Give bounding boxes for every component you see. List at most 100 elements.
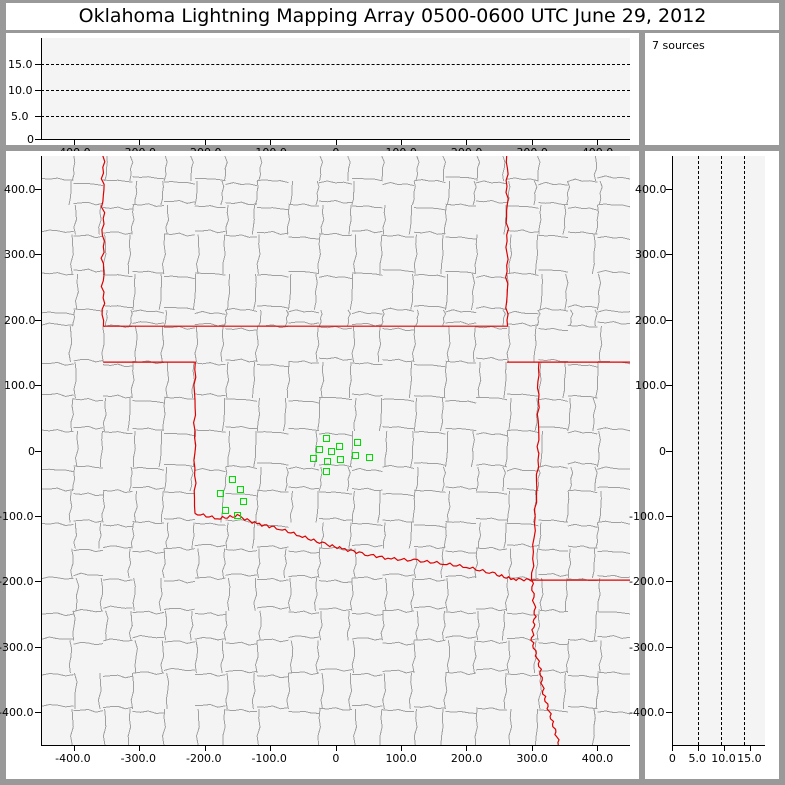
- axis-tick: [666, 319, 673, 321]
- axis-tick: [400, 139, 402, 145]
- axis-tick: [666, 254, 673, 256]
- y-ticklabel: 100.0: [635, 379, 667, 393]
- gridline-x-5: [698, 156, 699, 745]
- axis-tick: [35, 712, 42, 714]
- axis-tick: [139, 139, 141, 145]
- plan-view-plot-area: [41, 156, 630, 745]
- y-ticklabel: 200.0: [635, 313, 667, 327]
- y-ticklabel: 0: [28, 444, 35, 458]
- plan-view-map-panel: -400.0 -300.0 -200.0 -100.0 0 100.0 200.0 300.0…: [0, 151, 639, 779]
- east-west-altitude-panel: -400.0 -300.0 -200.0 -100.0 0 100.0 200.0 300.0…: [629, 151, 779, 779]
- y-ticklabel: 300.0: [635, 248, 667, 262]
- gridline-y-5: [41, 116, 630, 117]
- y-ticklabel: 10.0: [8, 84, 33, 97]
- east-west-plot-area: [672, 156, 765, 745]
- axis-tick: [672, 745, 673, 751]
- county-state-map: [41, 156, 630, 745]
- axis-tick: [697, 745, 699, 751]
- axis-tick: [35, 188, 42, 190]
- axis-tick: [204, 745, 206, 751]
- axis-tick: [73, 745, 75, 751]
- axis-tick: [666, 385, 673, 387]
- y-tick: [35, 139, 42, 140]
- axis-tick: [35, 319, 42, 321]
- x-ticklabel: 15.0: [737, 752, 762, 765]
- y-ticklabel: -400.0: [629, 706, 665, 720]
- y-tick: [35, 116, 42, 117]
- axis-tick: [35, 254, 42, 256]
- source-marker: [222, 507, 230, 515]
- axis-tick: [531, 139, 533, 145]
- title-bar: Oklahoma Lightning Mapping Array 0500-06…: [6, 3, 779, 30]
- source-marker: [316, 445, 324, 453]
- axis-tick: [749, 745, 751, 751]
- axis-tick: [597, 745, 599, 751]
- source-marker: [233, 512, 241, 520]
- page-title: Oklahoma Lightning Mapping Array 0500-06…: [78, 5, 707, 27]
- axis-tick: [531, 745, 533, 751]
- source-marker: [328, 448, 336, 456]
- y-ticklabel: -300.0: [0, 640, 34, 654]
- axis-tick: [723, 745, 725, 751]
- axis-tick: [270, 139, 272, 145]
- x-ticklabel: 200.0: [450, 752, 483, 765]
- source-marker: [310, 454, 318, 462]
- y-ticklabel: 300.0: [4, 248, 36, 262]
- source-marker: [335, 443, 343, 451]
- y-ticklabel: -100.0: [0, 509, 34, 523]
- source-marker: [237, 486, 245, 494]
- axis-tick: [335, 745, 337, 751]
- x-ticklabel: -100.0: [251, 752, 287, 765]
- y-ticklabel: 0: [27, 133, 34, 146]
- gridline-y-10: [41, 90, 630, 91]
- source-marker: [322, 467, 330, 475]
- y-ticklabel: -300.0: [629, 640, 665, 654]
- axis-tick: [666, 646, 673, 648]
- gridline-y-15: [41, 64, 630, 65]
- y-ticklabel: 200.0: [4, 313, 36, 327]
- x-ticklabel: 300.0: [516, 752, 548, 765]
- x-ticklabel: -300.0: [120, 752, 157, 765]
- axis-tick: [270, 745, 272, 751]
- x-ticklabel: 0: [668, 752, 676, 765]
- y-ticklabel: -400.0: [0, 706, 34, 720]
- axis-tick: [597, 139, 599, 145]
- source-marker: [351, 452, 359, 460]
- gridline-x-10: [721, 156, 722, 745]
- y-ticklabel: 15.0: [8, 58, 33, 71]
- axis-tick: [204, 139, 206, 145]
- axis-tick: [335, 139, 337, 145]
- source-count-panel: 7 sources: [645, 33, 779, 145]
- y-ticklabel: -200.0: [629, 575, 665, 589]
- x-ticklabel: -400.0: [55, 752, 91, 765]
- axis-tick: [666, 581, 673, 583]
- axis-tick: [35, 646, 42, 648]
- x-ticklabel: 400.0: [581, 752, 614, 765]
- time-height-panel: 15.0 10.0 5.0 0 -400.0-300.0-200.0-100.0…: [6, 33, 639, 158]
- y-tick: [35, 90, 42, 91]
- x-ticklabel: 5.0: [688, 752, 707, 765]
- alt-x-axis: [672, 745, 765, 746]
- axis-tick: [35, 385, 42, 387]
- axis-tick: [139, 745, 141, 751]
- axis-tick: [35, 581, 42, 583]
- axis-tick: [35, 515, 42, 517]
- x-ticklabel: 0: [332, 752, 340, 765]
- axis-tick: [666, 450, 673, 452]
- y-ticklabel: 400.0: [4, 182, 36, 196]
- axis-tick: [73, 139, 75, 145]
- axis-tick: [466, 139, 468, 145]
- x-ticklabel: 10.0: [711, 752, 736, 765]
- axis-tick: [666, 188, 673, 190]
- y-ticklabel: 400.0: [635, 182, 667, 196]
- axis-tick: [666, 515, 673, 517]
- y-ticklabel: 0: [659, 444, 666, 458]
- source-marker: [354, 439, 362, 447]
- source-marker: [366, 453, 374, 461]
- source-marker: [322, 435, 330, 443]
- source-marker: [324, 458, 332, 466]
- time-height-y-axis: [41, 38, 42, 139]
- y-ticklabel: 100.0: [4, 379, 36, 393]
- gridline-x-15: [744, 156, 745, 745]
